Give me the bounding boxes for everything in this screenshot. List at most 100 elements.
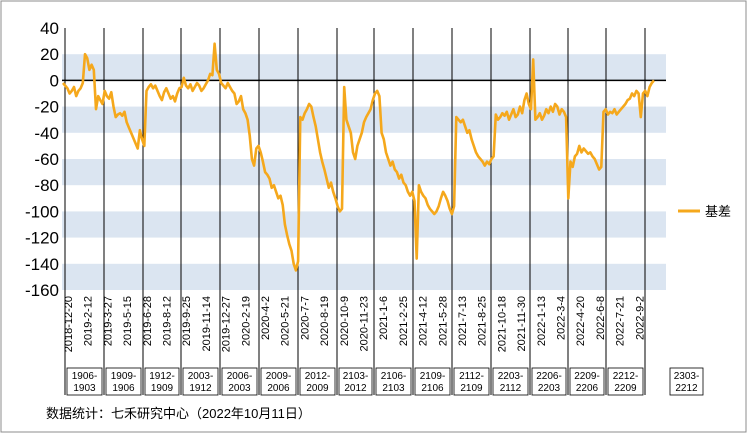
x-tick-label: 2021-1-6 — [378, 296, 390, 340]
svg-text:1912-: 1912- — [149, 371, 175, 382]
x-tick-label: 2020-2-19 — [240, 296, 252, 346]
contract-label: 2109-2106 — [414, 367, 451, 396]
contract-label: 2012-2009 — [299, 367, 336, 396]
contract-label: 2006-2003 — [221, 367, 258, 396]
contract-label: 2203-2112 — [492, 367, 529, 396]
svg-text:2103-: 2103- — [343, 371, 369, 382]
x-tick-label: 2021-11-30 — [516, 296, 528, 351]
svg-text:2212: 2212 — [675, 383, 698, 394]
svg-text:2112-: 2112- — [459, 371, 484, 382]
contract-labels: 1906-19031909-19061912-19092003-19122006… — [66, 367, 704, 396]
svg-text:2006: 2006 — [267, 383, 290, 394]
contract-label: 2212-2209 — [607, 367, 644, 396]
svg-text:1903: 1903 — [73, 383, 96, 394]
svg-text:1912: 1912 — [189, 383, 212, 394]
x-tick-label: 2021-4-12 — [418, 296, 430, 346]
contract-label: 2206-2203 — [531, 367, 567, 396]
y-tick-label: -60 — [34, 150, 59, 169]
x-tick-label: 2021-10-18 — [496, 296, 508, 352]
x-axis-ticks: 2018-12-20 2019-2-12 2019-3-27 2019-5-15 201… — [63, 296, 646, 352]
svg-text:2006-: 2006- — [227, 371, 253, 382]
x-tick-label: 2021-8-25 — [477, 296, 489, 346]
svg-text:2112: 2112 — [500, 383, 522, 394]
contract-label: 2209-2206 — [569, 367, 605, 396]
svg-text:2009-: 2009- — [266, 371, 292, 382]
x-tick-label: 2022-9-2 — [634, 296, 646, 340]
contract-label: 2009-2006 — [260, 367, 297, 396]
y-tick-label: 20 — [40, 45, 59, 64]
contract-label: 2103-2012 — [338, 367, 373, 396]
svg-text:2003: 2003 — [228, 383, 251, 394]
contract-label: 2106-2103 — [375, 367, 412, 396]
x-tick-label: 2019-8-12 — [162, 296, 174, 346]
series-line-basis — [62, 42, 655, 272]
y-tick-label: -100 — [25, 202, 59, 221]
svg-text:2212-: 2212- — [613, 371, 639, 382]
x-tick-label: 2022-6-8 — [595, 296, 607, 340]
contract-label: 2303-2212 — [669, 367, 704, 396]
svg-text:2303-: 2303- — [674, 371, 700, 382]
svg-text:2103: 2103 — [382, 383, 405, 394]
contract-label: 1909-1906 — [105, 367, 142, 396]
svg-text:2203-: 2203- — [498, 371, 524, 382]
contract-label: 2112-2109 — [453, 367, 490, 396]
x-tick-label: 2020-8-19 — [319, 296, 331, 346]
x-tick-label: 2020-5-21 — [280, 296, 292, 346]
svg-text:1909: 1909 — [151, 383, 174, 394]
x-tick-label: 2020-11-23 — [359, 296, 371, 351]
svg-text:2003-: 2003- — [188, 371, 214, 382]
y-axis-ticks: 40 20 0 -20 -40 -60 -80 -100 -120 -140 -160 — [25, 19, 59, 300]
y-tick-label: -120 — [25, 229, 59, 248]
contract-label: 2003-1912 — [182, 367, 219, 396]
x-tick-label: 2021-7-13 — [457, 296, 469, 346]
x-tick-label: 2018-12-20 — [63, 296, 75, 352]
x-tick-label: 2022-4-20 — [575, 296, 587, 346]
x-tick-label: 2021-2-25 — [398, 296, 410, 346]
svg-text:1906: 1906 — [112, 383, 135, 394]
svg-text:2012-: 2012- — [305, 371, 331, 382]
svg-text:2209-: 2209- — [574, 371, 600, 382]
svg-text:2009: 2009 — [306, 383, 329, 394]
x-tick-label: 2022-7-21 — [615, 296, 627, 346]
contract-label: 1912-1909 — [144, 367, 180, 396]
x-tick-label: 2020-10-9 — [339, 296, 351, 346]
svg-text:2209: 2209 — [614, 383, 637, 394]
svg-text:2203: 2203 — [538, 383, 561, 394]
grid-band — [62, 211, 666, 238]
y-tick-label: 40 — [40, 19, 59, 38]
contract-label: 1906-1903 — [66, 367, 103, 396]
grid-band — [62, 54, 666, 81]
svg-text:1906-: 1906- — [72, 371, 98, 382]
x-tick-label: 2020-4-2 — [260, 296, 272, 340]
legend: 基差 — [678, 204, 731, 219]
x-tick-label: 2019-9-25 — [181, 296, 193, 346]
x-tick-label: 2020-7-7 — [299, 296, 311, 340]
x-tick-label: 2019-2-12 — [83, 296, 95, 346]
y-tick-label: -40 — [34, 124, 59, 143]
y-tick-label: -160 — [25, 281, 59, 300]
svg-text:1909-: 1909- — [111, 371, 137, 382]
svg-text:2109: 2109 — [460, 383, 483, 394]
svg-text:2206: 2206 — [576, 383, 599, 394]
y-tick-label: -140 — [25, 255, 59, 274]
svg-text:2106-: 2106- — [381, 371, 407, 382]
grid-band — [62, 159, 666, 186]
y-tick-label: -20 — [34, 98, 59, 117]
x-tick-label: 2019-5-15 — [122, 296, 134, 346]
legend-label: 基差 — [705, 204, 731, 219]
x-tick-label: 2019-3-27 — [102, 296, 114, 346]
svg-text:2012: 2012 — [344, 383, 367, 394]
source-note: 数据统计：七禾研究中心（2022年10月11日） — [46, 406, 311, 421]
svg-text:2206-: 2206- — [536, 371, 562, 382]
contract-dividers — [64, 28, 646, 395]
x-tick-label: 2019-12-27 — [221, 296, 233, 352]
x-tick-label: 2022-3-4 — [556, 296, 568, 340]
x-tick-label: 2019-6-28 — [142, 296, 154, 346]
y-tick-label: 0 — [50, 71, 59, 90]
grid-band — [62, 263, 666, 290]
x-tick-label: 2022-1-13 — [536, 296, 548, 346]
svg-text:2109-: 2109- — [420, 371, 446, 382]
y-tick-label: -80 — [34, 176, 59, 195]
